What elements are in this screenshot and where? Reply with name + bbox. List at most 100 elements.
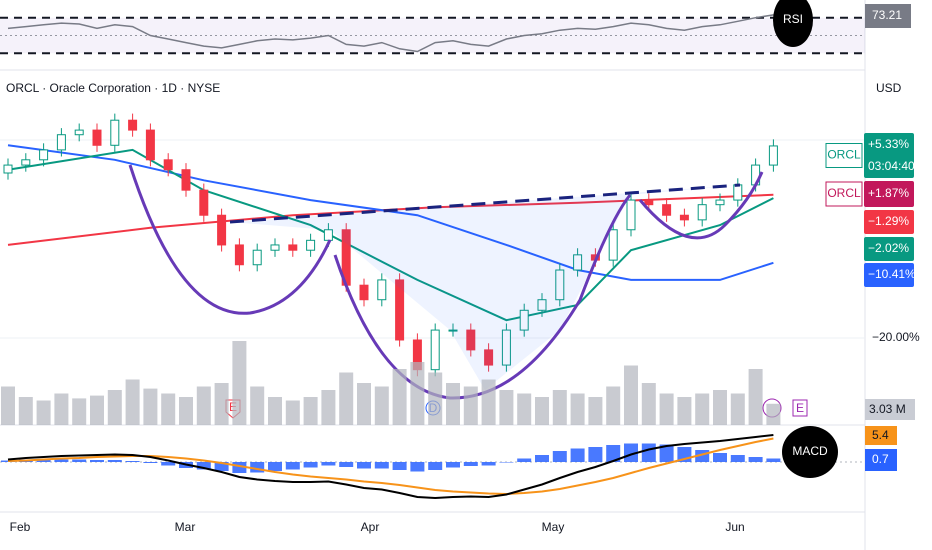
volume-bar <box>339 372 354 425</box>
handle-curve <box>638 171 764 240</box>
volume-bar <box>268 397 282 425</box>
candle-body <box>3 164 13 174</box>
volume-bar <box>250 386 265 425</box>
candle-body <box>501 329 511 366</box>
macd-histogram-bar <box>730 455 745 462</box>
volume-bar <box>107 390 122 425</box>
volume-bar <box>143 388 158 425</box>
candle-body <box>39 149 49 161</box>
candle-body <box>466 329 476 351</box>
candle-body <box>626 199 636 231</box>
x-tick-label: Feb <box>10 520 31 534</box>
hist-tag <box>865 449 897 471</box>
candle-body <box>270 244 280 251</box>
candle-body <box>395 279 405 341</box>
volume-bar <box>606 386 621 425</box>
macd-histogram-bar <box>624 443 638 462</box>
macd-histogram-bar <box>766 458 781 462</box>
volume-bar <box>588 397 603 425</box>
moving-average <box>7 144 774 281</box>
volume-bar <box>641 383 656 425</box>
macd-histogram-bar <box>446 462 460 468</box>
volume-bar <box>179 397 193 425</box>
x-tick-label: Jun <box>725 520 744 534</box>
macd-line <box>7 434 774 500</box>
macd-histogram-bar <box>570 448 585 462</box>
price-tag <box>864 181 914 207</box>
macd-histogram-bar <box>268 462 282 471</box>
x-tick-label: Apr <box>361 520 380 534</box>
macd-histogram-bar <box>285 462 300 470</box>
cup-curve <box>128 164 332 315</box>
macd-histogram-bar <box>748 457 763 462</box>
pane-title: MACD <box>792 444 828 458</box>
volume-bar <box>570 393 585 425</box>
rsi-value: 73.21 <box>872 8 902 22</box>
candle-body <box>323 229 333 241</box>
volume-bar <box>374 386 389 425</box>
macd-histogram-bar <box>499 462 514 463</box>
rsi-line <box>7 14 774 53</box>
candle-body <box>56 134 66 151</box>
candle-body <box>768 145 778 166</box>
candle-body <box>359 284 369 301</box>
price-tag-label: +1.87% <box>868 186 909 200</box>
volume-bar <box>659 393 674 425</box>
candle-body <box>484 349 494 366</box>
macd-histogram-bar <box>161 462 176 466</box>
macd-histogram-bar <box>125 461 140 462</box>
cup-curve <box>333 194 632 400</box>
pattern-fill <box>230 185 740 390</box>
volume-bar <box>766 403 781 425</box>
candle-body <box>555 269 565 301</box>
macd-histogram-bar <box>588 447 603 462</box>
volume-bar <box>72 398 87 425</box>
candle-body <box>306 239 316 251</box>
symbol-tag <box>825 181 863 207</box>
macd-histogram-bar <box>552 451 567 462</box>
macd-histogram-bar <box>517 458 532 462</box>
volume-bar <box>410 362 425 425</box>
macd-histogram-bar <box>463 462 478 466</box>
macd-histogram-bar <box>339 462 354 467</box>
macd-histogram-bar <box>1 460 15 462</box>
macd-histogram-bar <box>713 453 727 462</box>
macd-histogram-bar <box>374 462 389 469</box>
volume-bar <box>552 390 567 425</box>
neckline <box>229 183 741 224</box>
volume-bar <box>232 341 247 425</box>
candle-body <box>163 159 173 171</box>
symbol-tag-label: ORCL <box>827 148 861 162</box>
macd-histogram-bar <box>392 462 407 470</box>
symbol-tag <box>825 143 863 168</box>
candle-body <box>377 279 387 301</box>
macd-histogram-bar <box>481 462 496 466</box>
hist-value: 0.7 <box>872 452 889 466</box>
volume-bar <box>517 393 532 425</box>
price-tag <box>864 237 914 261</box>
x-tick-label: May <box>542 520 565 534</box>
volume-bar <box>446 383 460 425</box>
volume-bar <box>730 393 745 425</box>
candle-body <box>92 129 102 146</box>
macd-histogram-bar <box>143 462 158 463</box>
candle-body <box>662 204 672 216</box>
volume-bar <box>303 397 318 425</box>
volume-bar <box>428 372 443 425</box>
macd-tag <box>865 426 897 445</box>
candle-body <box>252 249 262 266</box>
volume-bar <box>748 369 763 425</box>
drawings <box>128 164 764 400</box>
candle-body <box>448 329 458 332</box>
macd-histogram-bar <box>54 459 69 462</box>
macd-value: 5.4 <box>872 428 889 442</box>
macd-histogram-bar <box>535 455 549 462</box>
candle-body <box>430 329 440 371</box>
y-tick-label: −20.00% <box>872 330 920 344</box>
macd-histogram-bar <box>357 462 371 469</box>
volume-bar <box>499 390 514 425</box>
price-tag-label: −10.41% <box>868 267 916 281</box>
macd-histogram-bar <box>410 462 425 472</box>
pane-title: RSI <box>783 12 803 26</box>
macd-histogram-bar <box>72 459 87 462</box>
